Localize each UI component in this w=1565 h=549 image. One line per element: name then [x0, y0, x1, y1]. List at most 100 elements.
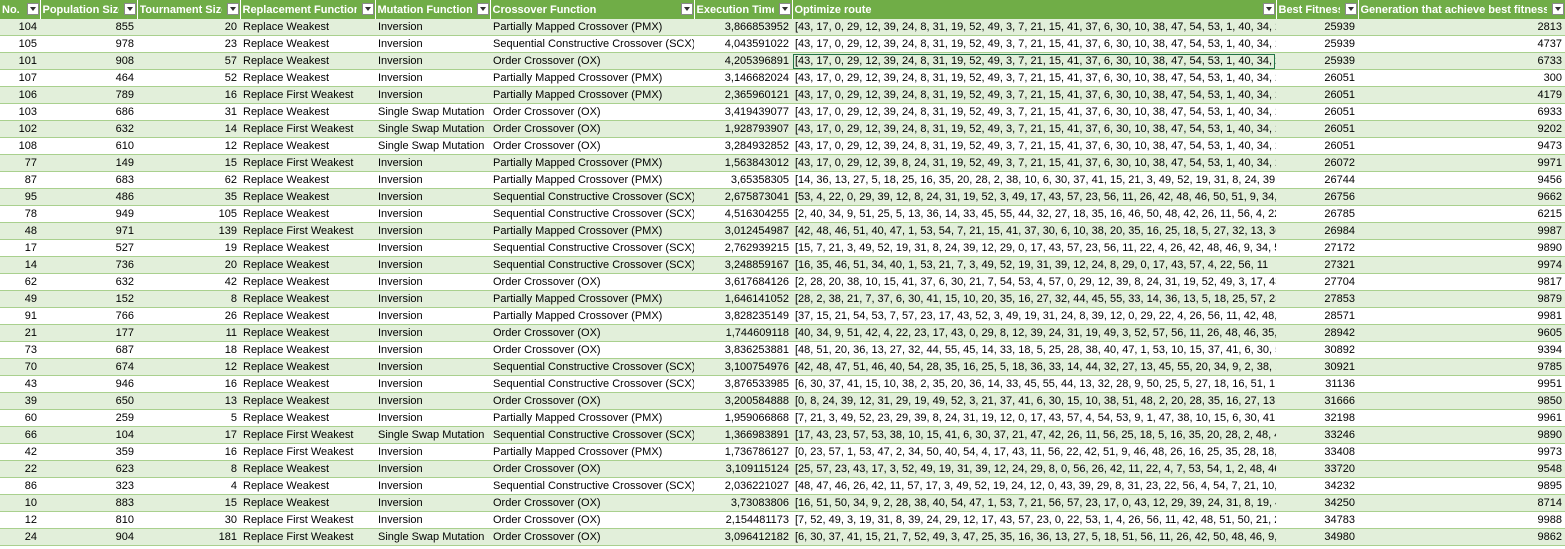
cell-population-size[interactable]: 978 — [40, 35, 137, 53]
filter-dropdown-icon[interactable] — [1344, 3, 1357, 15]
cell-no[interactable]: 24 — [0, 528, 40, 546]
cell-optimize-route[interactable]: [43, 17, 0, 29, 12, 39, 24, 8, 31, 19, 5… — [792, 86, 1276, 104]
cell-crossover-function[interactable]: Sequential Constructive Crossover (SCX) — [490, 35, 694, 53]
cell-population-size[interactable]: 104 — [40, 426, 137, 444]
cell-no[interactable]: 77 — [0, 154, 40, 172]
cell-optimize-route[interactable]: [28, 2, 38, 21, 7, 37, 6, 30, 41, 15, 10… — [792, 290, 1276, 308]
cell-optimize-route[interactable]: [25, 57, 23, 43, 17, 3, 52, 49, 19, 31, … — [792, 460, 1276, 478]
cell-mutation-function[interactable]: Inversion — [375, 35, 490, 53]
cell-generation[interactable]: 8714 — [1358, 494, 1565, 512]
cell-mutation-function[interactable]: Inversion — [375, 188, 490, 206]
cell-no[interactable]: 22 — [0, 460, 40, 478]
cell-mutation-function[interactable]: Inversion — [375, 52, 490, 70]
cell-execution-time[interactable]: 3,200584888 — [694, 392, 792, 410]
cell-no[interactable]: 95 — [0, 188, 40, 206]
cell-population-size[interactable]: 152 — [40, 290, 137, 308]
cell-execution-time[interactable]: 3,096412182 — [694, 528, 792, 546]
cell-best-fitness[interactable]: 30892 — [1276, 341, 1358, 359]
cell-population-size[interactable]: 946 — [40, 375, 137, 393]
cell-population-size[interactable]: 177 — [40, 324, 137, 342]
cell-optimize-route[interactable]: [43, 17, 0, 29, 12, 39, 24, 8, 31, 19, 5… — [792, 69, 1276, 87]
cell-execution-time[interactable]: 2,675873041 — [694, 188, 792, 206]
cell-execution-time[interactable]: 1,736786127 — [694, 443, 792, 461]
cell-tournament-size[interactable]: 5 — [137, 409, 240, 427]
cell-execution-time[interactable]: 3,419439077 — [694, 103, 792, 121]
cell-best-fitness[interactable]: 25939 — [1276, 52, 1358, 70]
cell-tournament-size[interactable]: 8 — [137, 460, 240, 478]
cell-execution-time[interactable]: 1,928793907 — [694, 120, 792, 138]
cell-replacement-function[interactable]: Replace First Weakest — [240, 426, 375, 444]
cell-replacement-function[interactable]: Replace Weakest — [240, 273, 375, 291]
cell-replacement-function[interactable]: Replace First Weakest — [240, 222, 375, 240]
cell-replacement-function[interactable]: Replace Weakest — [240, 494, 375, 512]
cell-crossover-function[interactable]: Order Crossover (OX) — [490, 273, 694, 291]
cell-optimize-route[interactable]: [2, 40, 34, 9, 51, 25, 5, 13, 36, 14, 33… — [792, 205, 1276, 223]
cell-crossover-function[interactable]: Order Crossover (OX) — [490, 528, 694, 546]
cell-mutation-function[interactable]: Inversion — [375, 511, 490, 529]
cell-generation[interactable]: 9473 — [1358, 137, 1565, 155]
cell-best-fitness[interactable]: 31666 — [1276, 392, 1358, 410]
cell-crossover-function[interactable]: Order Crossover (OX) — [490, 511, 694, 529]
cell-best-fitness[interactable]: 26744 — [1276, 171, 1358, 189]
cell-tournament-size[interactable]: 42 — [137, 273, 240, 291]
cell-optimize-route[interactable]: [42, 48, 46, 51, 40, 47, 1, 53, 54, 7, 2… — [792, 222, 1276, 240]
cell-mutation-function[interactable]: Inversion — [375, 69, 490, 87]
cell-tournament-size[interactable]: 25 — [137, 545, 240, 549]
cell-tournament-size[interactable]: 19 — [137, 239, 240, 257]
cell-population-size[interactable]: 359 — [40, 443, 137, 461]
cell-crossover-function[interactable]: Order Crossover (OX) — [490, 460, 694, 478]
cell-population-size[interactable]: 632 — [40, 273, 137, 291]
cell-best-fitness[interactable]: 26756 — [1276, 188, 1358, 206]
cell-replacement-function[interactable]: Replace Weakest — [240, 103, 375, 121]
cell-replacement-function[interactable]: Replace First Weakest — [240, 120, 375, 138]
cell-no[interactable]: 86 — [0, 477, 40, 495]
cell-best-fitness[interactable]: 26051 — [1276, 69, 1358, 87]
cell-tournament-size[interactable]: 23 — [137, 35, 240, 53]
cell-best-fitness[interactable]: 26072 — [1276, 154, 1358, 172]
cell-no[interactable]: 107 — [0, 69, 40, 87]
cell-replacement-function[interactable]: Replace Weakest — [240, 307, 375, 325]
cell-generation[interactable]: 9890 — [1358, 426, 1565, 444]
cell-population-size[interactable]: 687 — [40, 341, 137, 359]
cell-crossover-function[interactable]: Order Crossover (OX) — [490, 392, 694, 410]
cell-execution-time[interactable]: 3,534312963 — [694, 545, 792, 549]
cell-population-size[interactable]: 683 — [40, 171, 137, 189]
cell-tournament-size[interactable]: 12 — [137, 358, 240, 376]
cell-replacement-function[interactable]: Replace Weakest — [240, 35, 375, 53]
cell-optimize-route[interactable]: [43, 17, 0, 29, 12, 39, 8, 24, 31, 19, 5… — [792, 154, 1276, 172]
cell-no[interactable]: 104 — [0, 19, 40, 36]
cell-mutation-function[interactable]: Single Swap Mutation — [375, 426, 490, 444]
cell-tournament-size[interactable]: 12 — [137, 137, 240, 155]
cell-best-fitness[interactable]: 33246 — [1276, 426, 1358, 444]
cell-no[interactable]: 21 — [0, 324, 40, 342]
cell-no[interactable]: 62 — [0, 273, 40, 291]
filter-dropdown-icon[interactable] — [476, 3, 489, 15]
cell-mutation-function[interactable]: Inversion — [375, 19, 490, 36]
filter-dropdown-icon[interactable] — [123, 3, 136, 15]
cell-mutation-function[interactable]: Inversion — [375, 409, 490, 427]
cell-population-size[interactable]: 632 — [40, 120, 137, 138]
cell-crossover-function[interactable]: Order Crossover (OX) — [490, 52, 694, 70]
filter-dropdown-icon[interactable] — [361, 3, 374, 15]
cell-optimize-route[interactable]: [43, 17, 0, 29, 12, 39, 24, 8, 31, 19, 5… — [792, 103, 1276, 121]
cell-no[interactable]: 101 — [0, 52, 40, 70]
cell-generation[interactable]: 6733 — [1358, 52, 1565, 70]
cell-no[interactable]: 10 — [0, 494, 40, 512]
cell-population-size[interactable]: 464 — [40, 69, 137, 87]
cell-tournament-size[interactable]: 57 — [137, 52, 240, 70]
cell-population-size[interactable]: 766 — [40, 307, 137, 325]
cell-mutation-function[interactable]: Inversion — [375, 205, 490, 223]
cell-tournament-size[interactable]: 8 — [137, 290, 240, 308]
filter-dropdown-icon[interactable] — [1262, 3, 1275, 15]
cell-optimize-route[interactable]: [2, 28, 20, 38, 10, 15, 41, 37, 6, 30, 2… — [792, 273, 1276, 291]
cell-replacement-function[interactable]: Replace Weakest — [240, 477, 375, 495]
cell-population-size[interactable]: 736 — [40, 256, 137, 274]
cell-best-fitness[interactable]: 31136 — [1276, 375, 1358, 393]
cell-crossover-function[interactable]: Order Crossover (OX) — [490, 137, 694, 155]
cell-tournament-size[interactable]: 4 — [137, 477, 240, 495]
cell-best-fitness[interactable]: 33408 — [1276, 443, 1358, 461]
cell-population-size[interactable]: 610 — [40, 137, 137, 155]
cell-optimize-route[interactable]: [48, 51, 20, 36, 13, 27, 32, 44, 55, 45,… — [792, 341, 1276, 359]
cell-crossover-function[interactable]: Sequential Constructive Crossover (SCX) — [490, 358, 694, 376]
cell-best-fitness[interactable]: 28571 — [1276, 307, 1358, 325]
